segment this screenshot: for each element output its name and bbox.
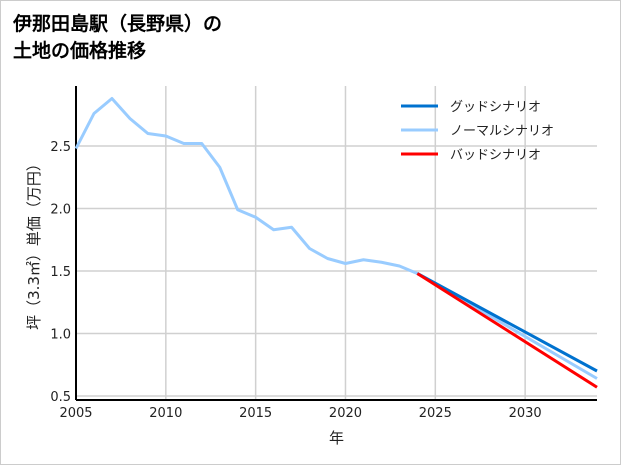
y-tick-label: 1.0 bbox=[50, 328, 71, 343]
x-tick-label: 2005 bbox=[59, 406, 92, 421]
x-axis-label: 年 bbox=[329, 429, 344, 447]
y-tick-label: 2.5 bbox=[50, 140, 71, 155]
x-tick-label: 2025 bbox=[419, 406, 452, 421]
title-line-2: 土地の価格推移 bbox=[13, 40, 147, 62]
series-line-1 bbox=[74, 97, 598, 380]
x-tick-label: 2030 bbox=[509, 406, 542, 421]
legend-label: バッドシナリオ bbox=[450, 148, 541, 163]
x-tick-label: 2010 bbox=[149, 406, 182, 421]
title-line-1: 伊那田島駅（長野県）の bbox=[13, 13, 223, 35]
y-axis-label: 坪（3.3㎡）単価（万円） bbox=[25, 156, 43, 330]
legend-label: グッドシナリオ bbox=[450, 100, 541, 115]
y-tick-label: 0.5 bbox=[50, 390, 71, 405]
x-tick-label: 2020 bbox=[329, 406, 362, 421]
chart-title: 伊那田島駅（長野県）の 土地の価格推移 bbox=[13, 11, 222, 65]
x-tick-label: 2015 bbox=[239, 406, 272, 421]
y-tick-label: 2.0 bbox=[50, 203, 71, 218]
y-tick-label: 1.5 bbox=[50, 265, 71, 280]
series-line-2 bbox=[416, 272, 598, 389]
legend-label: ノーマルシナリオ bbox=[450, 124, 554, 139]
series-line-0 bbox=[416, 272, 598, 373]
